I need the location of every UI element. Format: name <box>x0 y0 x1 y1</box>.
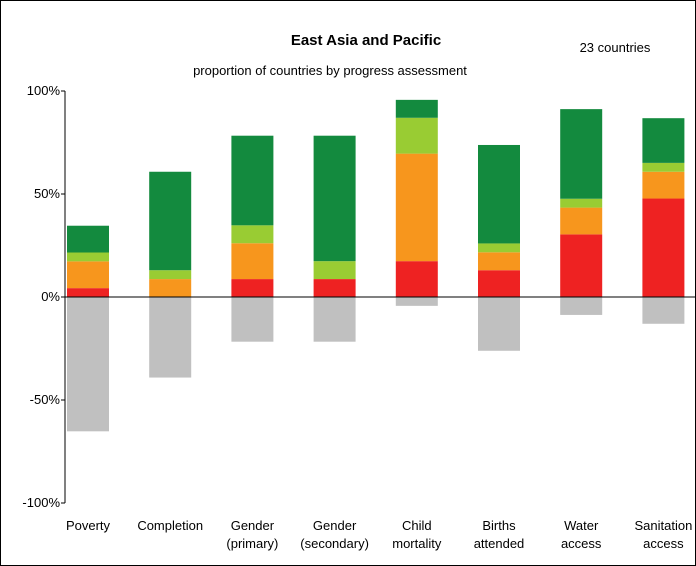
x-tick-label-line: (primary) <box>226 536 278 551</box>
bar-segment <box>313 261 356 280</box>
x-tick-label-line: Gender <box>313 518 357 533</box>
bar-segment <box>560 297 603 315</box>
bar-segment <box>231 297 274 342</box>
bar-segment <box>478 252 520 271</box>
bar-segment <box>67 225 109 253</box>
x-tick-label: Births attended <box>474 518 525 551</box>
chart-subtitle: proportion of countries by progress asse… <box>193 63 467 78</box>
annotation: 23 countries <box>580 40 651 55</box>
x-tick-label-line: mortality <box>392 536 442 551</box>
x-tick-label-line: Poverty <box>66 518 111 533</box>
chart-title: East Asia and Pacific <box>291 32 441 49</box>
x-tick-label: Gender (primary) <box>226 518 278 551</box>
bar-segment <box>478 144 520 244</box>
x-tick-label: Poverty <box>66 518 111 533</box>
x-tick-label: Sanitation access <box>634 518 692 551</box>
x-tick-label-line: attended <box>474 536 525 551</box>
bar-segment <box>478 297 520 351</box>
x-tick-label-line: Water <box>564 518 599 533</box>
bar-segment <box>560 207 603 235</box>
bar-segment <box>67 252 109 262</box>
bar-segment <box>478 270 520 297</box>
bar-segment <box>395 117 438 154</box>
bar-segment <box>313 279 356 297</box>
bar-segment <box>395 261 438 297</box>
bar-segment <box>395 297 438 306</box>
bar-segment <box>560 198 603 208</box>
bar-segment <box>231 243 274 280</box>
x-tick-label: Water access <box>561 518 602 551</box>
bar-segment <box>478 243 520 253</box>
x-tick-label-line: Completion <box>137 518 203 533</box>
bar-segment <box>149 297 192 378</box>
bar-segment <box>67 288 109 297</box>
x-tick-label-line: (secondary) <box>300 536 369 551</box>
y-tick-label: -100% <box>22 495 60 510</box>
y-tick-label: 100% <box>27 83 61 98</box>
bar-segment <box>149 279 192 297</box>
y-tick-label: 0% <box>41 289 60 304</box>
bar-segment <box>395 153 438 262</box>
x-tick-label: Gender (secondary) <box>300 518 369 551</box>
y-tick-label: -50% <box>30 392 61 407</box>
x-tick-label: Child mortality <box>392 518 442 551</box>
bar-segment <box>560 234 603 297</box>
x-tick-label-line: Gender <box>231 518 275 533</box>
x-tick-label-line: access <box>561 536 602 551</box>
bar-segment <box>642 297 685 324</box>
bar-segment <box>67 297 109 432</box>
bar-segment <box>642 171 685 199</box>
x-tick-label-line: access <box>643 536 684 551</box>
x-tick-label-line: Child <box>402 518 432 533</box>
bar-segment <box>642 198 685 297</box>
bar-segment <box>149 171 192 271</box>
bar-segment <box>560 109 603 199</box>
bar-segment <box>313 297 356 342</box>
bar-segment <box>642 118 685 163</box>
x-tick-label: Completion <box>137 518 203 533</box>
bar-segment <box>149 270 192 280</box>
bar-segment <box>231 135 274 226</box>
bar-segment <box>642 162 685 172</box>
bar-segment <box>67 261 109 289</box>
x-tick-label-line: Births <box>482 518 516 533</box>
bar-segment <box>231 279 274 297</box>
bar-segment <box>313 135 356 262</box>
x-tick-label-line: Sanitation <box>634 518 692 533</box>
y-tick-label: 50% <box>34 186 60 201</box>
bar-segment <box>395 99 438 118</box>
bar-segment <box>231 225 274 244</box>
